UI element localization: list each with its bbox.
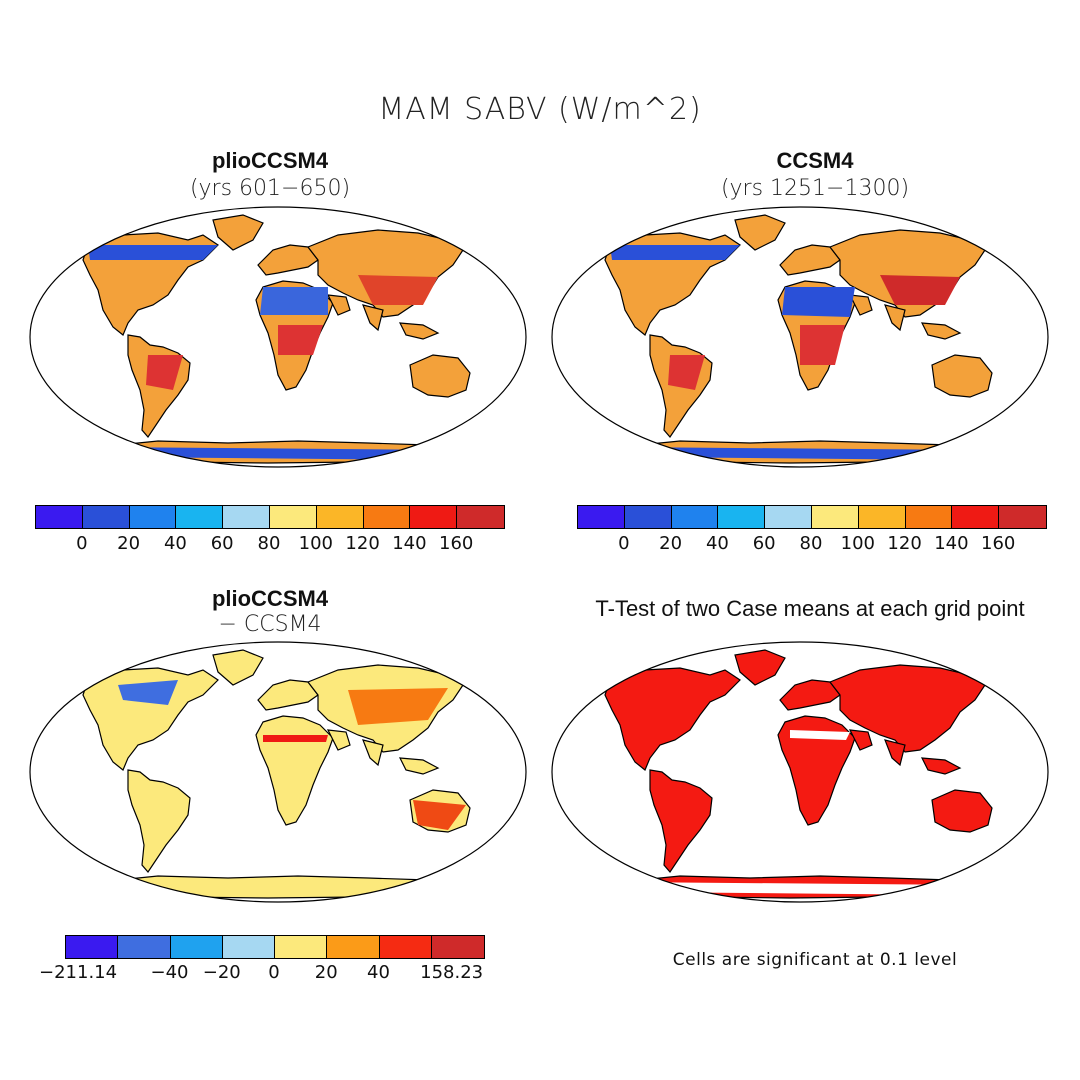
colorbar-panel-3-swatch xyxy=(327,936,380,958)
colorbar-panel-3-tick-label: −20 xyxy=(202,962,241,983)
colorbar-panel-3 xyxy=(65,935,485,959)
figure-title: MAM SABV (W/m^2) xyxy=(378,92,702,127)
colorbar-panel-3-tick-label: 0 xyxy=(268,962,280,983)
colorbar-panel-1-tick-label: 80 xyxy=(257,533,281,554)
colorbar-panel-1-tick-label: 160 xyxy=(439,533,474,554)
colorbar-panel-1-swatch xyxy=(316,506,364,528)
panel-4-title: T-Test of two Case means at each grid po… xyxy=(595,596,1025,621)
colorbar-panel-1-swatch xyxy=(82,506,130,528)
colorbar-panel-3-swatch xyxy=(118,936,171,958)
colorbar-panel-3-tick-label: −40 xyxy=(150,962,189,983)
colorbar-panel-3-swatch xyxy=(431,936,484,958)
colorbar-panel-1-tick-label: 100 xyxy=(298,533,333,554)
colorbar-panel-1-swatch xyxy=(36,506,83,528)
colorbar-panel-2-tick-label: 100 xyxy=(840,533,875,554)
colorbar-panel-2-tick-label: 160 xyxy=(981,533,1016,554)
colorbar-panel-2-swatch xyxy=(671,506,719,528)
colorbar-panel-1-swatch xyxy=(410,506,458,528)
colorbar-panel-3-tick-label: −211.14 xyxy=(39,962,118,983)
panel-2-subtitle: (yrs 1251−1300) xyxy=(720,176,910,201)
colorbar-panel-2-tick-label: 40 xyxy=(705,533,729,554)
colorbar-panel-1 xyxy=(35,505,505,529)
colorbar-panel-1-tick-label: 0 xyxy=(76,533,88,554)
colorbar-panel-3-swatch xyxy=(170,936,223,958)
map-panel-1 xyxy=(29,206,527,468)
colorbar-panel-1-tick-label: 60 xyxy=(210,533,234,554)
colorbar-panel-1-swatch xyxy=(269,506,317,528)
colorbar-panel-2-swatch xyxy=(578,506,625,528)
colorbar-panel-2-swatch xyxy=(765,506,812,528)
colorbar-panel-3-swatch xyxy=(222,936,275,958)
colorbar-panel-2-swatch xyxy=(811,506,859,528)
map-panel-4 xyxy=(551,641,1049,903)
colorbar-panel-3-tick-label: 20 xyxy=(314,962,338,983)
colorbar-panel-1-swatch xyxy=(363,506,411,528)
colorbar-panel-1-tick-label: 40 xyxy=(163,533,187,554)
panel-1-subtitle: (yrs 601−650) xyxy=(189,176,351,201)
colorbar-panel-2-swatch xyxy=(952,506,1000,528)
colorbar-panel-1-swatch xyxy=(129,506,177,528)
colorbar-panel-3-swatch xyxy=(66,936,119,958)
colorbar-panel-1-tick-label: 120 xyxy=(345,533,380,554)
panel-1-title: plioCCSM4 xyxy=(211,148,329,173)
colorbar-panel-2-tick-label: 20 xyxy=(659,533,683,554)
colorbar-panel-2-swatch xyxy=(718,506,766,528)
colorbar-panel-2-swatch xyxy=(905,506,953,528)
colorbar-panel-1-tick-label: 20 xyxy=(117,533,141,554)
colorbar-panel-1-tick-label: 140 xyxy=(392,533,427,554)
colorbar-panel-1-swatch xyxy=(457,506,504,528)
colorbar-panel-2-tick-label: 120 xyxy=(887,533,922,554)
colorbar-panel-3-tick-label: 158.23 xyxy=(420,962,484,983)
colorbar-panel-1-swatch xyxy=(176,506,224,528)
colorbar-panel-2 xyxy=(577,505,1047,529)
colorbar-panel-2-swatch xyxy=(624,506,672,528)
panel-3-title: plioCCSM4 xyxy=(211,586,329,611)
panel-2-title: CCSM4 xyxy=(776,148,854,173)
colorbar-panel-2-swatch xyxy=(999,506,1046,528)
colorbar-panel-2-tick-label: 60 xyxy=(752,533,776,554)
colorbar-panel-2-tick-label: 140 xyxy=(934,533,969,554)
colorbar-panel-1-swatch xyxy=(223,506,270,528)
colorbar-panel-3-tick-label: 40 xyxy=(367,962,390,983)
panel-3-subtitle: − CCSM4 xyxy=(218,612,322,637)
colorbar-panel-2-swatch xyxy=(858,506,906,528)
colorbar-panel-2-tick-label: 80 xyxy=(799,533,823,554)
map-panel-2 xyxy=(551,206,1049,468)
map-panel-3 xyxy=(29,641,527,903)
colorbar-panel-3-swatch xyxy=(275,936,328,958)
significance-note: Cells are significant at 0.1 level xyxy=(672,950,958,970)
colorbar-panel-2-tick-label: 0 xyxy=(618,533,630,554)
colorbar-panel-3-swatch xyxy=(379,936,432,958)
